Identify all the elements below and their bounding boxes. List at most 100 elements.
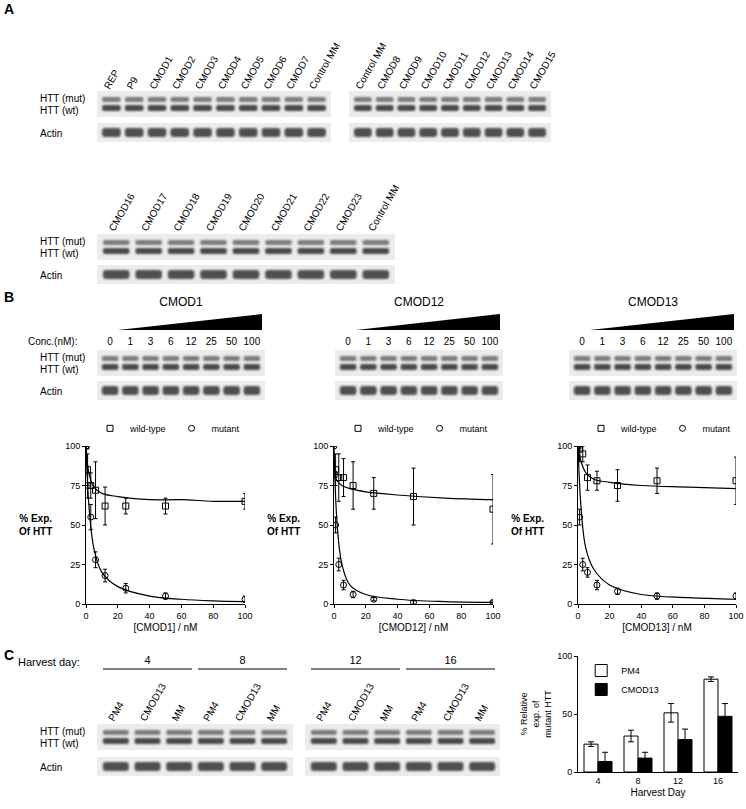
svg-text:25: 25 [70, 560, 80, 570]
svg-text:0: 0 [75, 599, 80, 609]
svg-text:Control MM: Control MM [307, 41, 342, 91]
svg-text:MM: MM [377, 703, 395, 723]
svg-text:A: A [4, 1, 14, 17]
svg-text:100: 100 [313, 441, 328, 451]
svg-text:wild-type: wild-type [377, 424, 414, 434]
svg-text:CMOD17: CMOD17 [139, 191, 170, 233]
svg-text:Actin: Actin [40, 386, 62, 397]
svg-text:50: 50 [70, 520, 80, 530]
svg-text:Conc.(nM):: Conc.(nM): [28, 336, 77, 347]
svg-text:CMOD18: CMOD18 [171, 191, 202, 233]
svg-text:CMOD13: CMOD13 [346, 681, 377, 723]
svg-text:0: 0 [567, 767, 572, 777]
svg-text:MM: MM [169, 703, 187, 723]
svg-text:0: 0 [323, 599, 328, 609]
svg-text:0: 0 [83, 611, 88, 621]
svg-text:P9: P9 [124, 75, 140, 91]
svg-text:0: 0 [579, 336, 585, 347]
svg-text:CMOD22: CMOD22 [301, 191, 332, 233]
svg-text:6: 6 [168, 336, 174, 347]
svg-text:PM4: PM4 [201, 699, 221, 723]
svg-text:0: 0 [331, 611, 336, 621]
svg-text:100: 100 [485, 611, 500, 621]
svg-text:50: 50 [318, 520, 328, 530]
svg-text:8: 8 [635, 776, 640, 786]
svg-text:HTT (wt): HTT (wt) [40, 248, 79, 259]
svg-text:Actin: Actin [40, 270, 62, 281]
svg-text:8: 8 [239, 654, 245, 666]
svg-text:wild-type: wild-type [620, 424, 657, 434]
svg-text:0: 0 [575, 611, 580, 621]
svg-text:Harvest Day: Harvest Day [630, 787, 685, 798]
svg-text:Actin: Actin [40, 762, 62, 773]
svg-text:20: 20 [605, 611, 615, 621]
svg-text:40: 40 [636, 611, 646, 621]
svg-text:PM4: PM4 [314, 699, 334, 723]
svg-text:PM4: PM4 [409, 699, 429, 723]
svg-text:100: 100 [716, 336, 733, 347]
svg-text:6: 6 [406, 336, 412, 347]
svg-text:CMOD1: CMOD1 [159, 295, 203, 309]
svg-text:mutant: mutant [703, 424, 731, 434]
svg-text:3: 3 [386, 336, 392, 347]
svg-text:1: 1 [600, 336, 606, 347]
svg-text:0: 0 [345, 336, 351, 347]
svg-text:50: 50 [698, 336, 710, 347]
svg-text:0: 0 [107, 336, 113, 347]
svg-text:1: 1 [366, 336, 372, 347]
svg-text:Actin: Actin [40, 128, 62, 139]
svg-text:% Exp.Of HTT: % Exp.Of HTT [19, 513, 52, 537]
svg-text:20: 20 [361, 611, 371, 621]
svg-text:% Relativeexp. ofmutant HTT: % Relativeexp. ofmutant HTT [519, 690, 552, 738]
svg-text:PM4: PM4 [106, 699, 126, 723]
svg-text:HTT (mut): HTT (mut) [40, 93, 85, 104]
svg-text:4: 4 [595, 776, 600, 786]
svg-text:25: 25 [318, 560, 328, 570]
svg-text:50: 50 [562, 709, 572, 719]
svg-text:Control MM: Control MM [366, 183, 401, 233]
svg-text:20: 20 [113, 611, 123, 621]
svg-text:25: 25 [206, 336, 218, 347]
svg-text:CMOD21: CMOD21 [269, 191, 300, 233]
svg-text:50: 50 [562, 520, 572, 530]
svg-text:75: 75 [562, 481, 572, 491]
svg-text:CMOD13: CMOD13 [138, 681, 169, 723]
svg-text:CMOD15: CMOD15 [527, 49, 558, 91]
svg-text:100: 100 [244, 336, 261, 347]
svg-text:1: 1 [128, 336, 134, 347]
svg-text:60: 60 [668, 611, 678, 621]
svg-text:50: 50 [464, 336, 476, 347]
svg-text:CMOD23: CMOD23 [334, 191, 365, 233]
svg-text:mutant: mutant [212, 424, 240, 434]
svg-text:HTT (mut): HTT (mut) [40, 352, 85, 363]
svg-text:80: 80 [208, 611, 218, 621]
svg-text:REP: REP [102, 67, 122, 91]
svg-text:MM: MM [264, 703, 282, 723]
svg-text:80: 80 [456, 611, 466, 621]
svg-text:3: 3 [148, 336, 154, 347]
svg-text:12: 12 [186, 336, 198, 347]
svg-text:40: 40 [393, 611, 403, 621]
svg-text:12: 12 [349, 654, 361, 666]
svg-text:[CMOD12] / nM: [CMOD12] / nM [379, 622, 448, 633]
svg-text:HTT (mut): HTT (mut) [40, 726, 85, 737]
svg-text:12: 12 [673, 776, 683, 786]
svg-text:CMOD16: CMOD16 [106, 191, 137, 233]
svg-text:100: 100 [237, 611, 252, 621]
svg-text:16: 16 [713, 776, 723, 786]
svg-text:CMOD13: CMOD13 [621, 685, 659, 695]
svg-text:mutant: mutant [460, 424, 488, 434]
svg-text:[CMOD1] / nM: [CMOD1] / nM [134, 622, 198, 633]
svg-text:MM: MM [472, 703, 490, 723]
svg-text:B: B [4, 289, 14, 305]
svg-text:% Exp.Of HTT: % Exp.Of HTT [511, 513, 544, 537]
svg-text:25: 25 [562, 560, 572, 570]
svg-text:Harvest day:: Harvest day: [18, 656, 80, 668]
svg-text:[CMOD13] / nM: [CMOD13] / nM [622, 622, 691, 633]
svg-text:HTT (wt): HTT (wt) [40, 105, 79, 116]
svg-text:HTT (wt): HTT (wt) [40, 738, 79, 749]
svg-text:100: 100 [728, 611, 743, 621]
svg-text:CMOD13: CMOD13 [233, 681, 264, 723]
svg-text:25: 25 [678, 336, 690, 347]
svg-text:6: 6 [640, 336, 646, 347]
